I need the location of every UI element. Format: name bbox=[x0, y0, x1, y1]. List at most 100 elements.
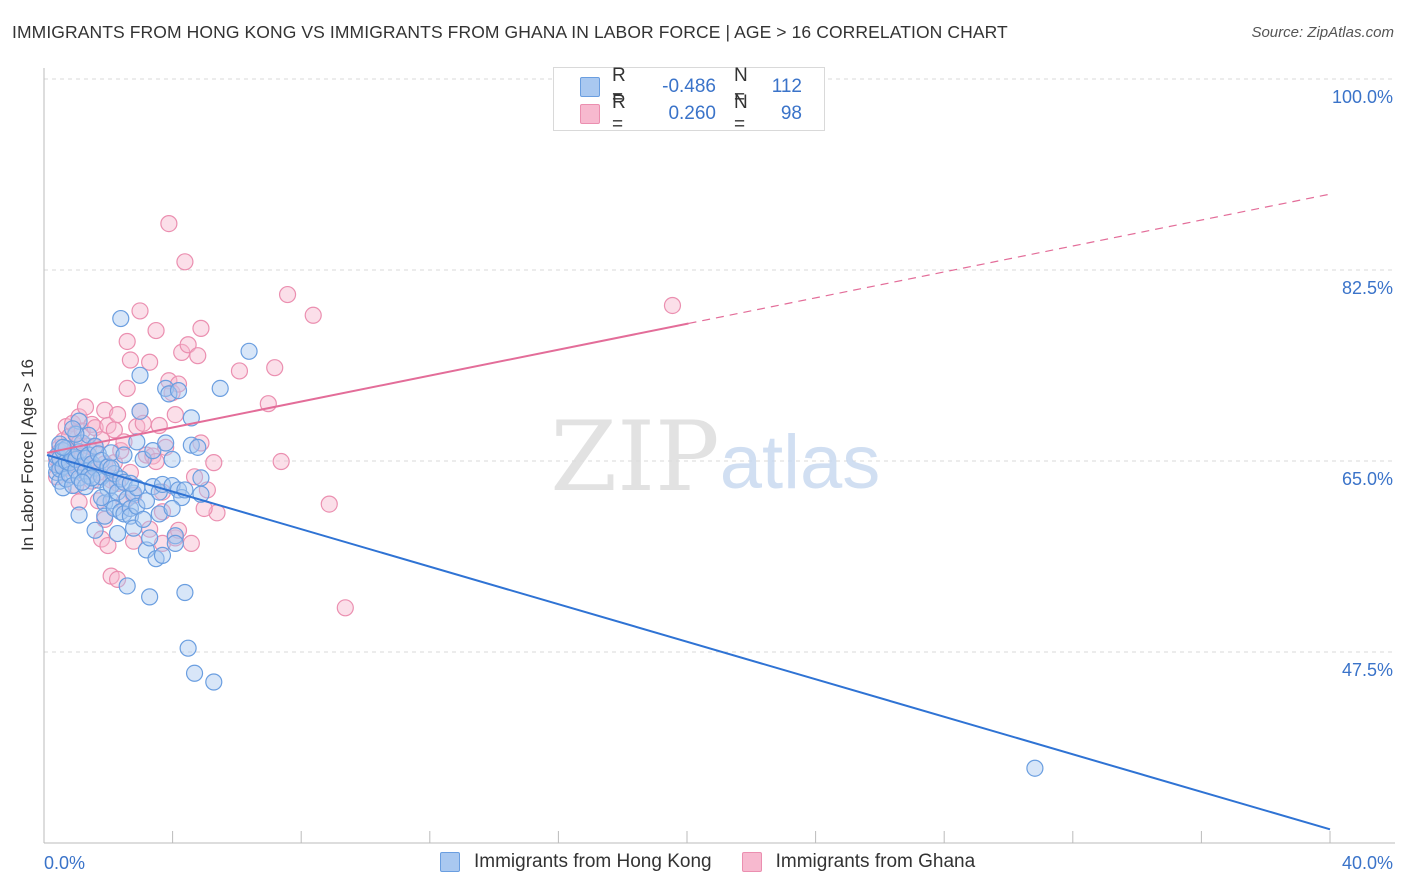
hong-kong-point bbox=[108, 524, 127, 543]
hong-kong-point bbox=[86, 521, 104, 539]
y-tick-label: 47.5% bbox=[1342, 660, 1393, 680]
legend-swatch-ghana bbox=[580, 104, 600, 124]
ghana-point bbox=[118, 332, 136, 351]
hong-kong-point bbox=[1026, 759, 1044, 777]
ghana-point bbox=[166, 406, 184, 424]
trend-line-hong-kong bbox=[46, 454, 1331, 831]
legend-r-label: R = bbox=[612, 65, 626, 108]
y-tick-label: 82.5% bbox=[1342, 278, 1393, 298]
hong-kong-point bbox=[112, 309, 130, 328]
trend-line-ghana-dashed bbox=[688, 193, 1331, 325]
trend-lines bbox=[46, 193, 1331, 831]
hong-kong-point bbox=[115, 446, 133, 464]
watermark-atlas: atlas bbox=[720, 420, 881, 505]
hong-kong-point bbox=[166, 534, 184, 552]
legend-row-hong-kong: R = -0.486 N = 112 bbox=[554, 65, 802, 108]
hong-kong-point bbox=[134, 450, 152, 468]
hong-kong-point bbox=[137, 492, 156, 510]
ghana-point bbox=[336, 599, 354, 617]
legend-label-hong-kong: Immigrants from Hong Kong bbox=[474, 851, 712, 872]
ghana-point bbox=[118, 379, 136, 398]
hong-kong-point bbox=[131, 366, 149, 384]
legend-r-value: -0.486 bbox=[662, 76, 716, 97]
hong-kong-point bbox=[157, 379, 175, 398]
ghana-point bbox=[125, 532, 143, 550]
ghana-point bbox=[176, 253, 194, 271]
chart-title: IMMIGRANTS FROM HONG KONG VS IMMIGRANTS … bbox=[12, 22, 1008, 42]
hong-kong-point bbox=[83, 469, 101, 487]
hong-kong-point bbox=[141, 588, 159, 606]
hong-kong-point bbox=[176, 583, 194, 602]
trend-line-ghana-solid bbox=[46, 322, 689, 454]
hong-kong-point bbox=[179, 639, 197, 657]
ghana-point bbox=[121, 351, 139, 369]
hong-kong-point bbox=[96, 494, 114, 512]
hong-kong-point bbox=[64, 420, 82, 438]
source-credit: Source: ZipAtlas.com bbox=[1251, 24, 1394, 41]
series-hong-kong-points bbox=[48, 309, 1044, 777]
watermark: ZIP atlas bbox=[550, 401, 880, 513]
legend-item-ghana[interactable]: Immigrants from Ghana bbox=[741, 851, 976, 873]
ghana-point bbox=[179, 336, 197, 354]
tick-labels: 100.0% 82.5% 65.0% 47.5% 0.0% 40.0% bbox=[44, 87, 1393, 873]
ghana-point bbox=[230, 362, 249, 380]
ghana-point bbox=[278, 285, 297, 304]
hong-kong-point bbox=[157, 434, 175, 452]
x-tick-label: 40.0% bbox=[1342, 853, 1393, 873]
axes bbox=[43, 68, 1395, 844]
hong-kong-point bbox=[189, 438, 207, 456]
hong-kong-point bbox=[118, 577, 136, 595]
correlation-legend: R = -0.486 N = 112 R = 0.260 N = 98 bbox=[553, 65, 825, 135]
legend-n-label: N = bbox=[734, 65, 748, 108]
ghana-point bbox=[153, 534, 172, 552]
legend-item-hong-kong[interactable]: Immigrants from Hong Kong bbox=[440, 851, 712, 873]
hong-kong-point bbox=[54, 438, 72, 456]
x-tick-label: 0.0% bbox=[44, 853, 85, 873]
legend-n-label: N = bbox=[734, 92, 748, 135]
gridlines bbox=[44, 78, 1395, 653]
hong-kong-point bbox=[134, 510, 152, 528]
ghana-point bbox=[115, 493, 133, 511]
hong-kong-point bbox=[70, 506, 88, 524]
legend-row-ghana: R = 0.260 N = 98 bbox=[554, 92, 802, 135]
ghana-point bbox=[99, 536, 117, 555]
hong-kong-point bbox=[121, 474, 139, 492]
legend-swatch-ghana bbox=[741, 852, 762, 872]
hong-kong-point bbox=[92, 488, 111, 507]
hong-kong-point bbox=[163, 450, 181, 468]
ghana-point bbox=[182, 534, 200, 552]
series-legend: Immigrants from Hong Kong Immigrants fro… bbox=[440, 851, 1005, 873]
legend-n-value: 98 bbox=[780, 103, 802, 124]
hong-kong-point bbox=[240, 342, 258, 360]
ghana-point bbox=[76, 398, 95, 416]
ghana-point bbox=[141, 353, 159, 371]
legend-swatch-hong-kong bbox=[580, 77, 600, 97]
legend-n-value: 112 bbox=[771, 76, 802, 97]
legend-label-ghana: Immigrants from Ghana bbox=[775, 851, 976, 872]
ghana-point bbox=[192, 319, 210, 337]
hong-kong-point bbox=[192, 469, 210, 487]
ghana-point bbox=[147, 321, 165, 340]
ghana-point bbox=[144, 447, 162, 465]
hong-kong-point bbox=[144, 442, 162, 460]
ghana-point bbox=[663, 296, 682, 315]
ghana-point bbox=[92, 530, 111, 548]
hong-kong-point bbox=[141, 529, 159, 547]
hong-kong-point bbox=[160, 385, 178, 403]
ghana-point bbox=[169, 521, 188, 539]
hong-kong-point bbox=[125, 519, 143, 537]
ghana-point bbox=[185, 468, 204, 486]
legend-r-label: R = bbox=[612, 92, 626, 135]
ghana-point bbox=[205, 454, 223, 472]
hong-kong-point bbox=[153, 546, 172, 565]
ghana-point bbox=[108, 406, 127, 424]
ghana-point bbox=[320, 495, 338, 513]
hong-kong-point bbox=[211, 379, 229, 398]
ghana-point bbox=[89, 492, 107, 510]
hong-kong-point bbox=[102, 444, 120, 462]
hong-kong-point bbox=[182, 436, 200, 454]
hong-kong-point bbox=[169, 381, 188, 400]
hong-kong-point bbox=[80, 426, 98, 444]
watermark-zip: ZIP bbox=[550, 401, 719, 513]
